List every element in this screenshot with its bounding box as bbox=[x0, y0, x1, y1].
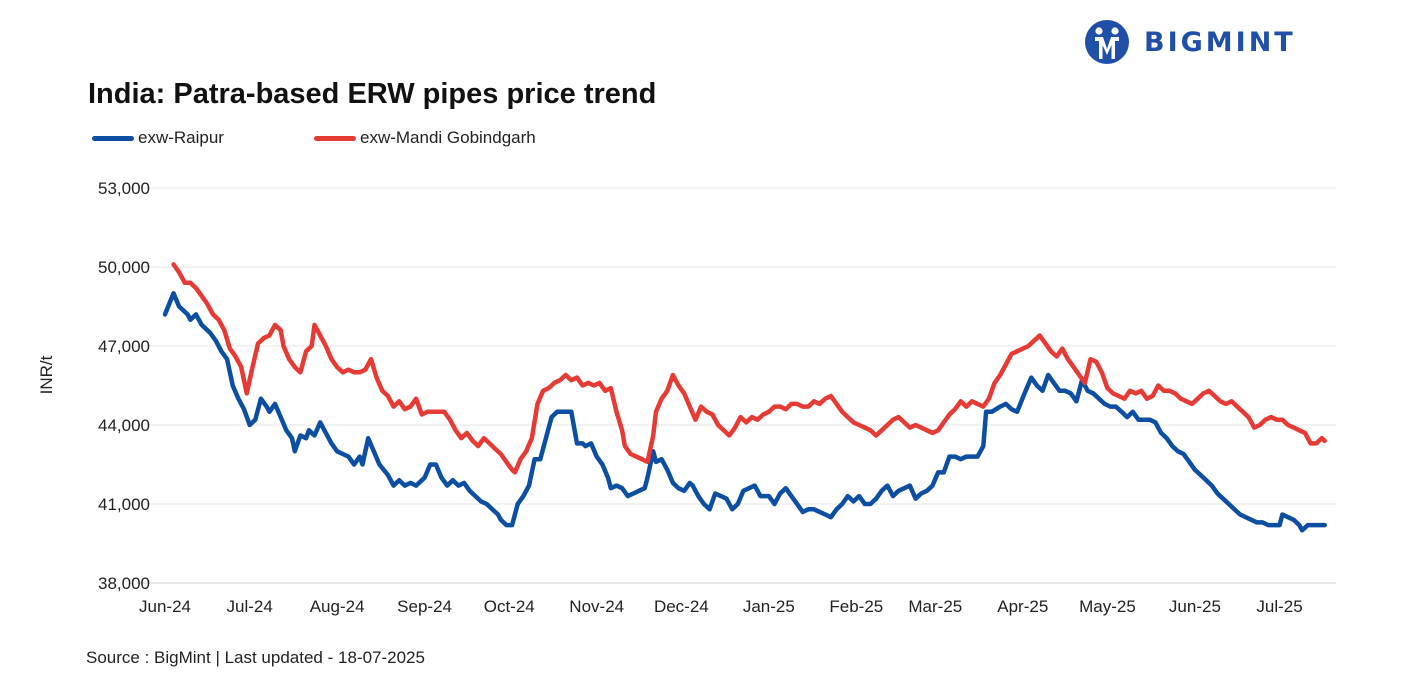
x-tick-label: Nov-24 bbox=[569, 597, 624, 616]
legend-item-mandi-gobindgarh: exw-Mandi Gobindgarh bbox=[313, 128, 536, 148]
series-line bbox=[162, 291, 1327, 533]
legend-label-raipur: exw-Raipur bbox=[138, 128, 224, 147]
chart-title: India: Patra-based ERW pipes price trend bbox=[88, 78, 657, 110]
x-tick-label: Jul-25 bbox=[1256, 597, 1302, 616]
source-note: Source : BigMint | Last updated - 18-07-… bbox=[86, 648, 425, 667]
legend-swatch-mandi-gobindgarh bbox=[313, 135, 356, 141]
x-tick-label: Jul-24 bbox=[226, 597, 272, 616]
x-tick-label: Mar-25 bbox=[908, 597, 962, 616]
bigmint-logo-icon bbox=[1085, 20, 1129, 64]
y-axis-tick-labels: 38,000 41,000 44,000 47,000 50,000 53,000 bbox=[98, 179, 150, 593]
bigmint-logo: BIGMINT bbox=[1084, 17, 1296, 67]
y-tick-label: 53,000 bbox=[98, 179, 150, 198]
x-tick-label: Apr-25 bbox=[997, 597, 1048, 616]
x-tick-label: Jan-25 bbox=[743, 597, 795, 616]
y-axis-label: INR/t bbox=[37, 355, 56, 394]
x-tick-label: Feb-25 bbox=[829, 597, 883, 616]
x-tick-label: Dec-24 bbox=[654, 597, 709, 616]
y-tick-label: 41,000 bbox=[98, 495, 150, 514]
x-tick-label: Sep-24 bbox=[397, 597, 452, 616]
y-tick-label: 38,000 bbox=[98, 574, 150, 593]
legend-label-mandi-gobindgarh: exw-Mandi Gobindgarh bbox=[359, 128, 536, 147]
series-line bbox=[171, 262, 1327, 475]
x-tick-label: Aug-24 bbox=[310, 597, 365, 616]
legend: exw-Raipur exw-Mandi Gobindgarh bbox=[92, 128, 536, 148]
x-tick-label: May-25 bbox=[1079, 597, 1136, 616]
x-tick-label: Oct-24 bbox=[484, 597, 535, 616]
y-tick-label: 44,000 bbox=[98, 416, 150, 435]
brand-name: BIGMINT bbox=[1144, 26, 1296, 58]
y-tick-label: 50,000 bbox=[98, 258, 150, 277]
y-tick-label: 47,000 bbox=[98, 337, 150, 356]
x-tick-label: Jun-24 bbox=[139, 597, 191, 616]
x-axis-tick-labels: Jun-24 Jul-24 Aug-24 Sep-24 Oct-24 Nov-24 Dec-… bbox=[139, 597, 1303, 616]
x-tick-label: Jun-25 bbox=[1169, 597, 1221, 616]
legend-swatch-raipur bbox=[92, 135, 134, 141]
legend-item-raipur: exw-Raipur bbox=[92, 128, 224, 148]
series-lines bbox=[162, 262, 1327, 533]
